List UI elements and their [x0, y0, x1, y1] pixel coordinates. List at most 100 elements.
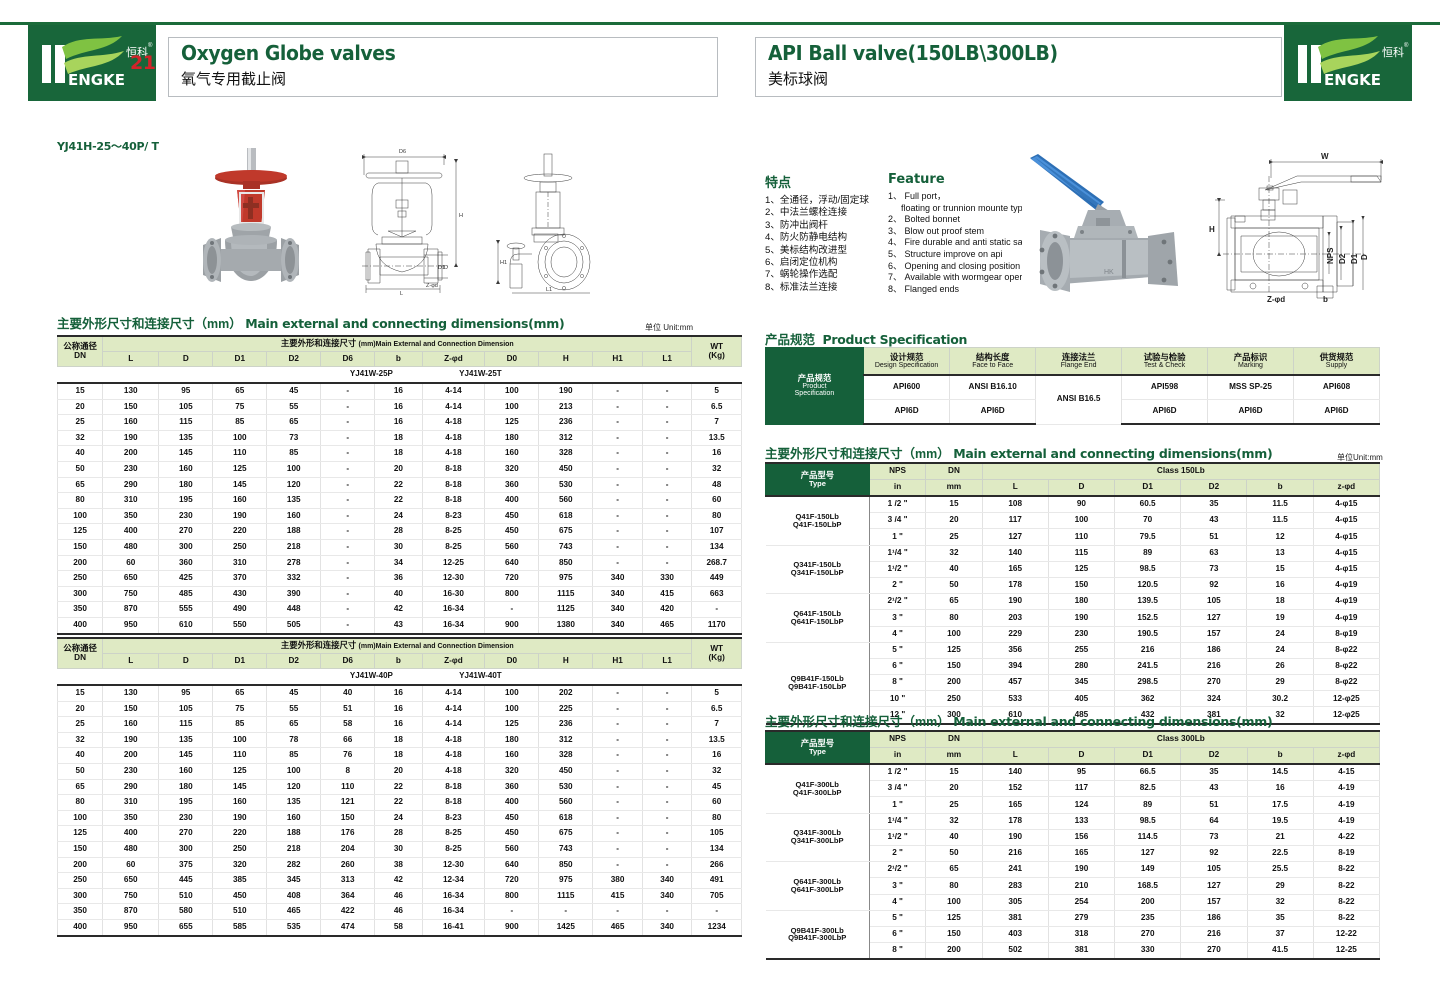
cell: 150 — [925, 657, 983, 676]
svg-text:D: D — [1360, 254, 1369, 260]
cell: 720 — [484, 570, 540, 587]
cell: 300 — [925, 706, 983, 725]
header-dn-unit: mm — [925, 747, 983, 765]
cell: - — [592, 445, 643, 462]
cell: 60 — [102, 856, 160, 874]
cell: 15 — [56, 683, 104, 702]
cell: 35 — [1246, 909, 1314, 927]
cell: 250 — [56, 570, 104, 587]
cell: 105 — [1180, 861, 1248, 879]
cell: API6D — [1207, 399, 1294, 425]
cell: 340 — [641, 887, 693, 905]
cell: 8-25 — [421, 523, 486, 540]
spec-col-header: 供货规范 Supply — [1292, 347, 1381, 376]
svg-text:恒科: 恒科 — [126, 45, 148, 59]
cell: 168.5 — [1114, 877, 1182, 895]
cell: - — [484, 903, 540, 920]
cell: 18 — [374, 747, 423, 764]
cell: 160 — [484, 445, 540, 462]
table-row: 350 870 555 490 448-42 16-34-1125 340 420- — [56, 601, 742, 618]
svg-text:D1: D1 — [438, 265, 445, 271]
cell: 312 — [538, 429, 594, 447]
feature-item-en: 1、 Full port， floating or trunnion mounte… — [888, 191, 1038, 214]
cell: 15 — [56, 381, 104, 400]
svg-text:®: ® — [148, 42, 153, 49]
cell: 310 — [212, 554, 268, 572]
page-title-left-cn: 氧气专用截止阀 — [181, 71, 287, 88]
cell: 40 — [374, 585, 423, 603]
header-col-D1: D1 — [212, 653, 268, 669]
svg-text:NPS: NPS — [1326, 247, 1335, 264]
table-row: 3 " 80 283 210 168.5 127 29 8-22 — [766, 877, 1381, 895]
cell: 80 — [925, 877, 983, 895]
cell: 180 — [484, 429, 540, 447]
cell: 254 — [1047, 893, 1116, 911]
cell: 3 /4 " — [868, 780, 927, 798]
cell: 65 — [266, 414, 322, 431]
cell: 270 — [1180, 942, 1248, 961]
cell: - — [320, 445, 376, 462]
cell: 450 — [484, 523, 540, 540]
table-subheader-row: L D D1 D2 D6 b Z-φd D0 H H1 L1 — [58, 351, 742, 367]
globe-valve-photo — [185, 145, 330, 295]
svg-text:HK: HK — [1104, 269, 1114, 276]
cell: 850 — [538, 856, 594, 874]
cell: 4-22 — [1312, 828, 1381, 846]
cell: 4-φ19 — [1312, 609, 1381, 627]
cell: 18 — [1246, 593, 1314, 611]
ball-valve-dimension-drawing: W H NPS D2 D1 D Z-φd b — [1209, 152, 1383, 303]
cell: 22 — [374, 492, 423, 509]
cell: 4-φ19 — [1312, 576, 1381, 595]
cell: MSS SP-25 — [1207, 374, 1294, 400]
cell: 1¹/2 " — [868, 560, 927, 578]
logo-wordmark-left: ENGKE — [68, 71, 125, 89]
cell: 270 — [1180, 674, 1248, 692]
svg-text:H: H — [1209, 225, 1215, 234]
cell: 350 — [102, 507, 160, 525]
cell: 186 — [1180, 641, 1248, 659]
features-en-title: Feature — [888, 172, 945, 187]
cell: - — [592, 700, 643, 718]
cell: 130 — [102, 683, 160, 702]
cell: 12-φ25 — [1312, 706, 1381, 725]
cell: 80 — [691, 507, 742, 525]
cell: 180 — [484, 731, 540, 749]
page-header: ENGKE 恒科 ® 21 Oxygen Globe valves 氧气专用截止… — [0, 22, 1440, 102]
cell: 6 " — [868, 925, 927, 944]
cell: 400 — [484, 492, 540, 509]
header-col-D: D — [158, 351, 214, 367]
cell: 180 — [1047, 593, 1116, 611]
dim150-title-en: Main external and connecting dimensions(… — [953, 446, 1273, 461]
header-span: 主要外形和连接尺寸 (mm)Main External and Connecti… — [102, 335, 693, 352]
cell: 40 — [320, 683, 376, 702]
header-nps-unit: in — [868, 747, 927, 765]
cell: 160 — [102, 716, 160, 733]
cell: 345 — [266, 872, 322, 889]
table-row: 4 " 100 229 230 190.5 157 24 8-φ19 — [766, 625, 1381, 643]
dim150-section-title: 主要外形尺寸和连接尺寸（mm） Main external and connec… — [765, 443, 1273, 462]
cell: 870 — [102, 903, 160, 920]
cell: 139.5 — [1113, 593, 1182, 611]
cell: - — [320, 570, 376, 587]
cell: 290 — [102, 778, 160, 796]
cell: 100 — [1047, 512, 1116, 530]
cell: - — [641, 716, 693, 733]
header-col-L: L — [102, 351, 160, 367]
cell: 2¹/2 " — [868, 593, 927, 611]
cell: 585 — [212, 918, 268, 937]
cell: 340 — [592, 601, 643, 618]
cell: 95 — [158, 683, 214, 702]
cell: 480 — [102, 840, 160, 858]
cell: 400 — [102, 825, 160, 842]
cell: 100 — [484, 381, 540, 400]
ball-valve-photo: HK — [1022, 152, 1207, 297]
table-row: 6 " 150 394 280 241.5 216 26 8-φ22 — [766, 657, 1381, 676]
cell: - — [641, 903, 693, 920]
table-row: 3 " 80 203 190 152.5 127 19 4-φ19 — [766, 609, 1381, 627]
cell: 125 — [212, 762, 268, 780]
cell: 42 — [374, 601, 423, 618]
cell: 380 — [592, 872, 643, 889]
cell: 298.5 — [1113, 674, 1182, 692]
cell: 125 — [484, 414, 540, 431]
cell: 1234 — [691, 918, 742, 937]
